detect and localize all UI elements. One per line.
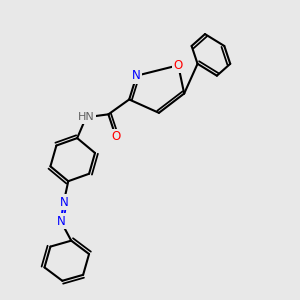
Text: HN: HN <box>78 112 94 122</box>
Text: N: N <box>56 215 65 228</box>
Text: O: O <box>174 59 183 72</box>
Text: O: O <box>111 130 120 143</box>
Text: N: N <box>59 196 68 208</box>
Text: N: N <box>132 69 141 82</box>
